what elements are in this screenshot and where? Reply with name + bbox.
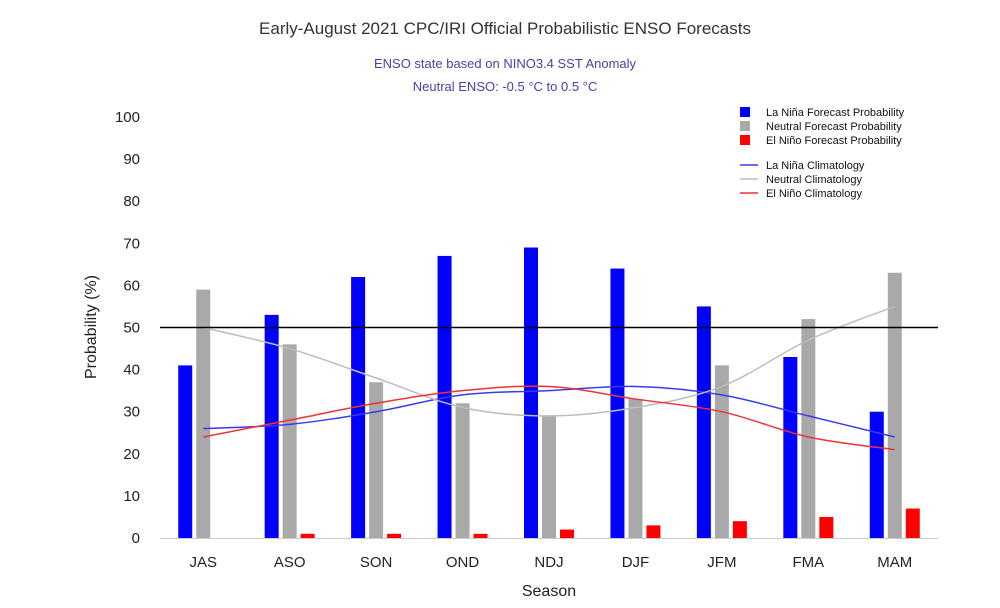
y-axis-ticks: 0 10 20 30 40 50 60 70 80 90 100	[115, 109, 140, 547]
bar-el-ni-o-forecast-probability-ond	[473, 533, 488, 538]
bar-neutral-forecast-probability-jfm	[714, 365, 729, 538]
bar-la-ni-a-forecast-probability-mam	[869, 411, 884, 538]
y-tick-label: 70	[123, 235, 140, 252]
bar-neutral-forecast-probability-ond	[455, 403, 470, 538]
climatology-lines	[203, 305, 896, 451]
x-tick-label: DJF	[622, 554, 650, 571]
bar-neutral-forecast-probability-ndj	[542, 415, 556, 538]
bar-el-ni-o-forecast-probability-fma	[819, 516, 834, 538]
bar-neutral-forecast-probability-fma	[801, 319, 816, 538]
y-tick-label: 80	[123, 193, 140, 210]
bar-neutral-forecast-probability-djf	[628, 399, 643, 538]
x-tick-label: JAS	[189, 554, 217, 571]
legend-label: La Niña Forecast Probability	[766, 107, 905, 119]
bar-la-ni-a-forecast-probability-son	[351, 276, 366, 538]
bar-el-ni-o-forecast-probability-mam	[905, 508, 920, 538]
y-tick-label: 30	[123, 404, 140, 421]
line-el-ni-o-climatology	[203, 385, 895, 451]
y-tick-label: 20	[123, 446, 140, 463]
bar-la-ni-a-forecast-probability-djf	[610, 268, 625, 538]
chart-legend: La Niña Forecast Probability Neutral Fore…	[740, 107, 905, 200]
bar-el-ni-o-forecast-probability-aso	[300, 533, 315, 538]
legend-label: La Niña Climatology	[766, 160, 865, 172]
legend-label: El Niño Forecast Probability	[766, 135, 902, 147]
bar-la-ni-a-forecast-probability-jas	[178, 365, 193, 538]
legend-swatch	[740, 121, 750, 131]
line-neutral-climatology	[203, 305, 896, 417]
x-axis-ticks: JAS ASO SON OND NDJ DJF JFM FMA MAM	[189, 554, 912, 571]
bar-neutral-forecast-probability-jas	[196, 289, 211, 538]
y-tick-label: 0	[132, 530, 140, 547]
chart-subtitle-line-1: ENSO state based on NINO3.4 SST Anomaly	[374, 56, 637, 71]
bar-neutral-forecast-probability-son	[369, 382, 384, 538]
bar-series	[178, 247, 920, 538]
bar-neutral-forecast-probability-aso	[282, 344, 297, 538]
legend-label: El Niño Climatology	[766, 188, 862, 200]
bar-la-ni-a-forecast-probability-fma	[783, 356, 798, 538]
y-tick-label: 100	[115, 109, 140, 126]
y-tick-label: 40	[123, 362, 140, 379]
x-tick-label: FMA	[792, 554, 824, 571]
x-tick-label: MAM	[877, 554, 912, 571]
x-tick-label: OND	[446, 554, 480, 571]
x-axis-label: Season	[522, 583, 576, 600]
x-tick-label: JFM	[707, 554, 736, 571]
bar-el-ni-o-forecast-probability-ndj	[560, 529, 574, 538]
y-tick-label: 50	[123, 320, 140, 337]
bar-el-ni-o-forecast-probability-jfm	[732, 521, 747, 538]
y-tick-label: 10	[123, 488, 140, 505]
chart-title: Early-August 2021 CPC/IRI Official Proba…	[259, 19, 751, 38]
bar-la-ni-a-forecast-probability-jfm	[696, 306, 711, 538]
legend-label: Neutral Climatology	[766, 174, 862, 186]
y-axis-label: Probability (%)	[83, 275, 100, 379]
line-la-ni-a-climatology	[203, 385, 895, 438]
bar-la-ni-a-forecast-probability-ndj	[524, 247, 538, 538]
chart-subtitle-line-2: Neutral ENSO: -0.5 °C to 0.5 °C	[413, 79, 598, 94]
bar-el-ni-o-forecast-probability-djf	[646, 525, 661, 538]
bar-el-ni-o-forecast-probability-son	[387, 533, 402, 538]
x-tick-label: SON	[360, 554, 393, 571]
x-tick-label: NDJ	[534, 554, 563, 571]
x-tick-label: ASO	[274, 554, 306, 571]
y-tick-label: 60	[123, 277, 140, 294]
legend-label: Neutral Forecast Probability	[766, 121, 902, 133]
bar-neutral-forecast-probability-mam	[887, 272, 902, 538]
y-tick-label: 90	[123, 151, 140, 168]
legend-swatch	[740, 135, 750, 145]
legend-swatch	[740, 107, 750, 117]
